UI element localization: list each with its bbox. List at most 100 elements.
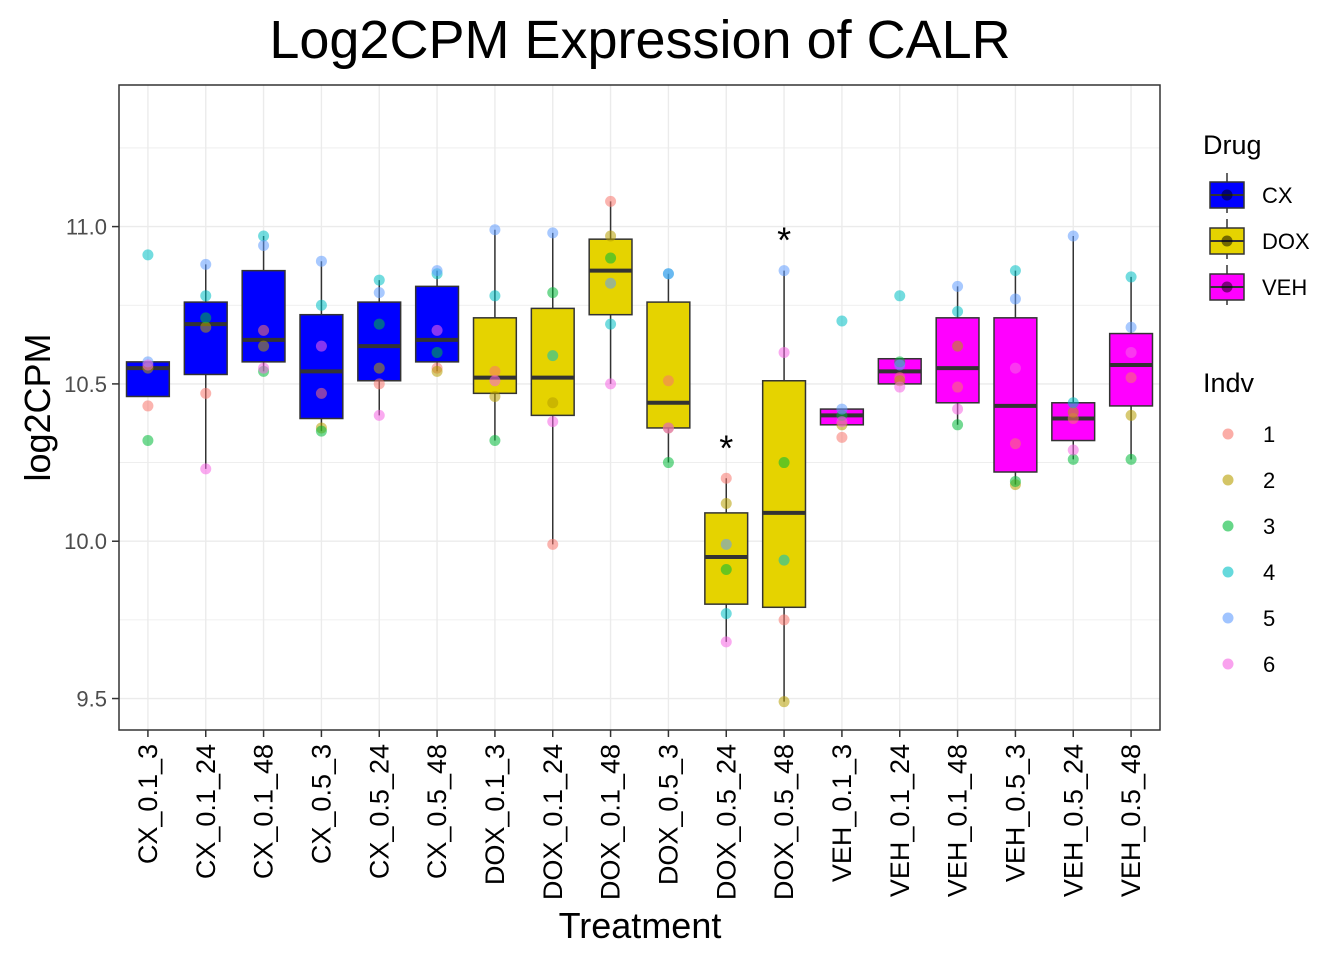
x-tick-label: DOX_0.1_3 bbox=[480, 744, 510, 885]
data-point bbox=[373, 378, 385, 390]
x-tick-label: CX_0.5_24 bbox=[364, 744, 394, 879]
data-point bbox=[1009, 475, 1021, 487]
data-point bbox=[200, 258, 212, 270]
data-point bbox=[489, 435, 501, 447]
box bbox=[299, 313, 344, 420]
legend-indv-label: 6 bbox=[1263, 652, 1275, 677]
data-point bbox=[720, 564, 732, 576]
x-tick-label: CX_0.1_3 bbox=[133, 744, 163, 864]
data-point bbox=[836, 416, 848, 428]
data-point bbox=[720, 608, 732, 620]
panel-border bbox=[118, 84, 1161, 731]
data-point bbox=[952, 280, 964, 292]
significance-marker: * bbox=[719, 427, 733, 468]
data-point bbox=[315, 425, 327, 437]
data-point bbox=[373, 409, 385, 421]
legend-indv: Indv 1 2 3 4 5 6 bbox=[1203, 368, 1275, 677]
data-point bbox=[1125, 372, 1137, 384]
data-point bbox=[778, 265, 790, 277]
data-point bbox=[315, 255, 327, 267]
points bbox=[142, 195, 1137, 708]
data-point bbox=[258, 230, 270, 242]
x-tick-label: CX_0.1_24 bbox=[191, 744, 221, 879]
data-point bbox=[142, 249, 154, 261]
data-point bbox=[431, 265, 443, 277]
data-point bbox=[952, 381, 964, 393]
data-point bbox=[1067, 453, 1079, 465]
x-tick-label: VEH_0.1_3 bbox=[827, 744, 857, 882]
data-point bbox=[778, 346, 790, 358]
x-tick-label: VEH_0.1_24 bbox=[885, 744, 915, 897]
data-point bbox=[894, 290, 906, 302]
data-point bbox=[778, 554, 790, 566]
legend-indv-key bbox=[1222, 520, 1234, 532]
data-point bbox=[1125, 453, 1137, 465]
data-point bbox=[373, 318, 385, 330]
x-tick-label: CX_0.5_48 bbox=[422, 744, 452, 879]
x-tick-label: VEH_0.5_24 bbox=[1058, 744, 1088, 897]
data-point bbox=[778, 457, 790, 469]
y-axis-title: log2CPM bbox=[17, 333, 58, 481]
x-tick-label: DOX_0.1_48 bbox=[596, 744, 626, 900]
legend-indv-label: 3 bbox=[1263, 514, 1275, 539]
data-point bbox=[1125, 346, 1137, 358]
data-point bbox=[258, 362, 270, 374]
data-point bbox=[373, 362, 385, 374]
box bbox=[1108, 332, 1154, 407]
y-tick-label: 11.0 bbox=[66, 215, 107, 240]
box bbox=[588, 238, 633, 316]
data-point bbox=[1125, 321, 1137, 333]
x-tick-label: DOX_0.5_24 bbox=[711, 744, 741, 900]
data-point bbox=[894, 381, 906, 393]
data-point bbox=[1067, 230, 1079, 242]
data-point bbox=[1125, 409, 1137, 421]
data-point bbox=[662, 375, 674, 387]
y-tick-label: 9.5 bbox=[76, 687, 107, 712]
data-point bbox=[952, 340, 964, 352]
data-point bbox=[315, 340, 327, 352]
x-tick-label: DOX_0.5_3 bbox=[653, 744, 683, 885]
data-point bbox=[1067, 444, 1079, 456]
data-point bbox=[200, 321, 212, 333]
data-point bbox=[1067, 397, 1079, 409]
legend-drug-label: VEH bbox=[1262, 275, 1307, 300]
legend-drug-label: DOX bbox=[1262, 229, 1310, 254]
data-point bbox=[547, 227, 559, 239]
data-point bbox=[431, 365, 443, 377]
data-point bbox=[547, 287, 559, 299]
data-point bbox=[200, 312, 212, 324]
significance-marker: * bbox=[777, 220, 791, 261]
legend-indv-label: 5 bbox=[1263, 606, 1275, 631]
box bbox=[646, 301, 691, 429]
data-point bbox=[142, 359, 154, 371]
legend-drug-title: Drug bbox=[1203, 130, 1262, 160]
data-point bbox=[547, 416, 559, 428]
data-point bbox=[1009, 265, 1021, 277]
data-point bbox=[605, 378, 617, 390]
y-tick-label: 10.5 bbox=[64, 372, 107, 397]
legend-indv-title: Indv bbox=[1203, 368, 1255, 398]
x-axis-title: Treatment bbox=[559, 905, 722, 946]
data-point bbox=[373, 274, 385, 286]
data-point bbox=[489, 365, 501, 377]
legend-indv-key bbox=[1222, 474, 1234, 486]
data-point bbox=[605, 277, 617, 289]
data-point bbox=[315, 299, 327, 311]
data-point bbox=[547, 538, 559, 550]
data-point bbox=[720, 538, 732, 550]
legend-indv-label: 1 bbox=[1263, 422, 1275, 447]
x-tick-label: CX_0.5_3 bbox=[306, 744, 336, 864]
x-tick-label: VEH_0.5_48 bbox=[1116, 744, 1146, 897]
data-point bbox=[605, 318, 617, 330]
data-point bbox=[431, 324, 443, 336]
data-point bbox=[489, 290, 501, 302]
data-point bbox=[662, 268, 674, 280]
data-point bbox=[431, 346, 443, 358]
data-point bbox=[489, 224, 501, 236]
data-point bbox=[952, 306, 964, 318]
x-tick-label: DOX_0.1_24 bbox=[538, 744, 568, 900]
legend-drug-label: CX bbox=[1262, 183, 1293, 208]
data-point bbox=[836, 403, 848, 415]
data-point bbox=[1009, 362, 1021, 374]
data-point bbox=[720, 472, 732, 484]
